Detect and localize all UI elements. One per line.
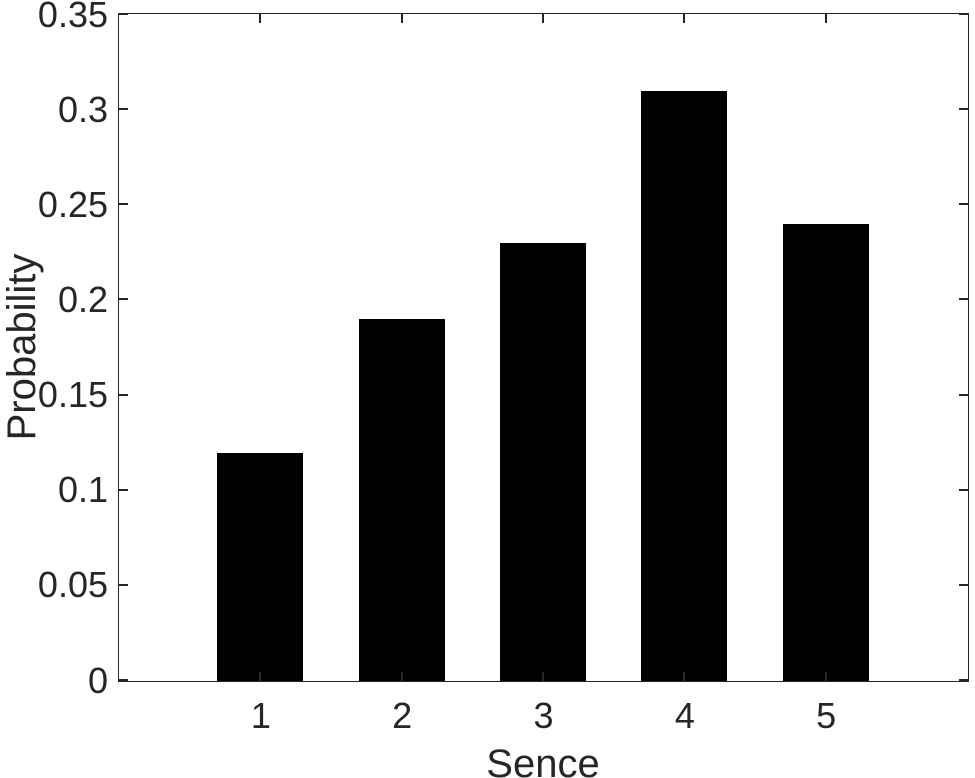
y-tick-right: [959, 203, 968, 206]
y-axis-label: Probability: [0, 253, 44, 441]
y-tick-label: 0.1: [57, 469, 108, 511]
x-tick-bottom: [259, 672, 262, 681]
y-tick-left: [119, 203, 128, 206]
x-tick-bottom: [824, 672, 827, 681]
x-tick-top: [400, 14, 403, 23]
y-tick-label: 0.35: [37, 0, 108, 35]
y-tick-right: [959, 298, 968, 301]
y-tick-label: 0.05: [37, 564, 108, 606]
x-tick-label: 3: [533, 695, 554, 736]
bar-category-3: [499, 243, 587, 681]
y-tick-label: 0.2: [57, 278, 108, 320]
x-tick-bottom: [683, 672, 686, 681]
x-tick-label: 1: [250, 695, 271, 736]
y-tick-right: [959, 679, 968, 681]
y-tick-left: [119, 13, 128, 15]
y-tick-left: [119, 583, 128, 586]
x-tick-top: [824, 14, 827, 23]
x-tick-top: [259, 14, 262, 23]
x-tick-top: [542, 14, 544, 23]
y-tick-left: [119, 393, 128, 396]
bar-category-1: [217, 452, 304, 681]
y-tick-left: [119, 679, 128, 681]
y-tick-right: [959, 583, 968, 586]
x-tick-top: [683, 14, 686, 23]
x-tick-bottom: [542, 672, 544, 681]
y-tick-label: 0.3: [57, 88, 108, 130]
y-tick-label: 0: [87, 659, 108, 701]
bar-category-4: [641, 91, 728, 681]
y-tick-left: [119, 108, 128, 111]
y-tick-left: [119, 488, 128, 491]
y-tick-label: 0.25: [37, 183, 108, 225]
y-tick-right: [959, 13, 968, 15]
bar-category-5: [782, 224, 869, 681]
x-tick-label: 4: [674, 695, 695, 736]
plot-area: [118, 13, 969, 682]
x-tick-label: 2: [392, 695, 413, 736]
bar-category-2: [358, 319, 445, 681]
y-tick-right: [959, 108, 968, 111]
x-axis-label: Sence: [486, 742, 600, 778]
y-tick-right: [959, 393, 968, 396]
x-tick-bottom: [400, 672, 403, 681]
y-tick-label: 0.15: [37, 374, 108, 416]
y-tick-right: [959, 488, 968, 491]
y-tick-left: [119, 298, 128, 301]
x-tick-label: 5: [816, 695, 837, 736]
